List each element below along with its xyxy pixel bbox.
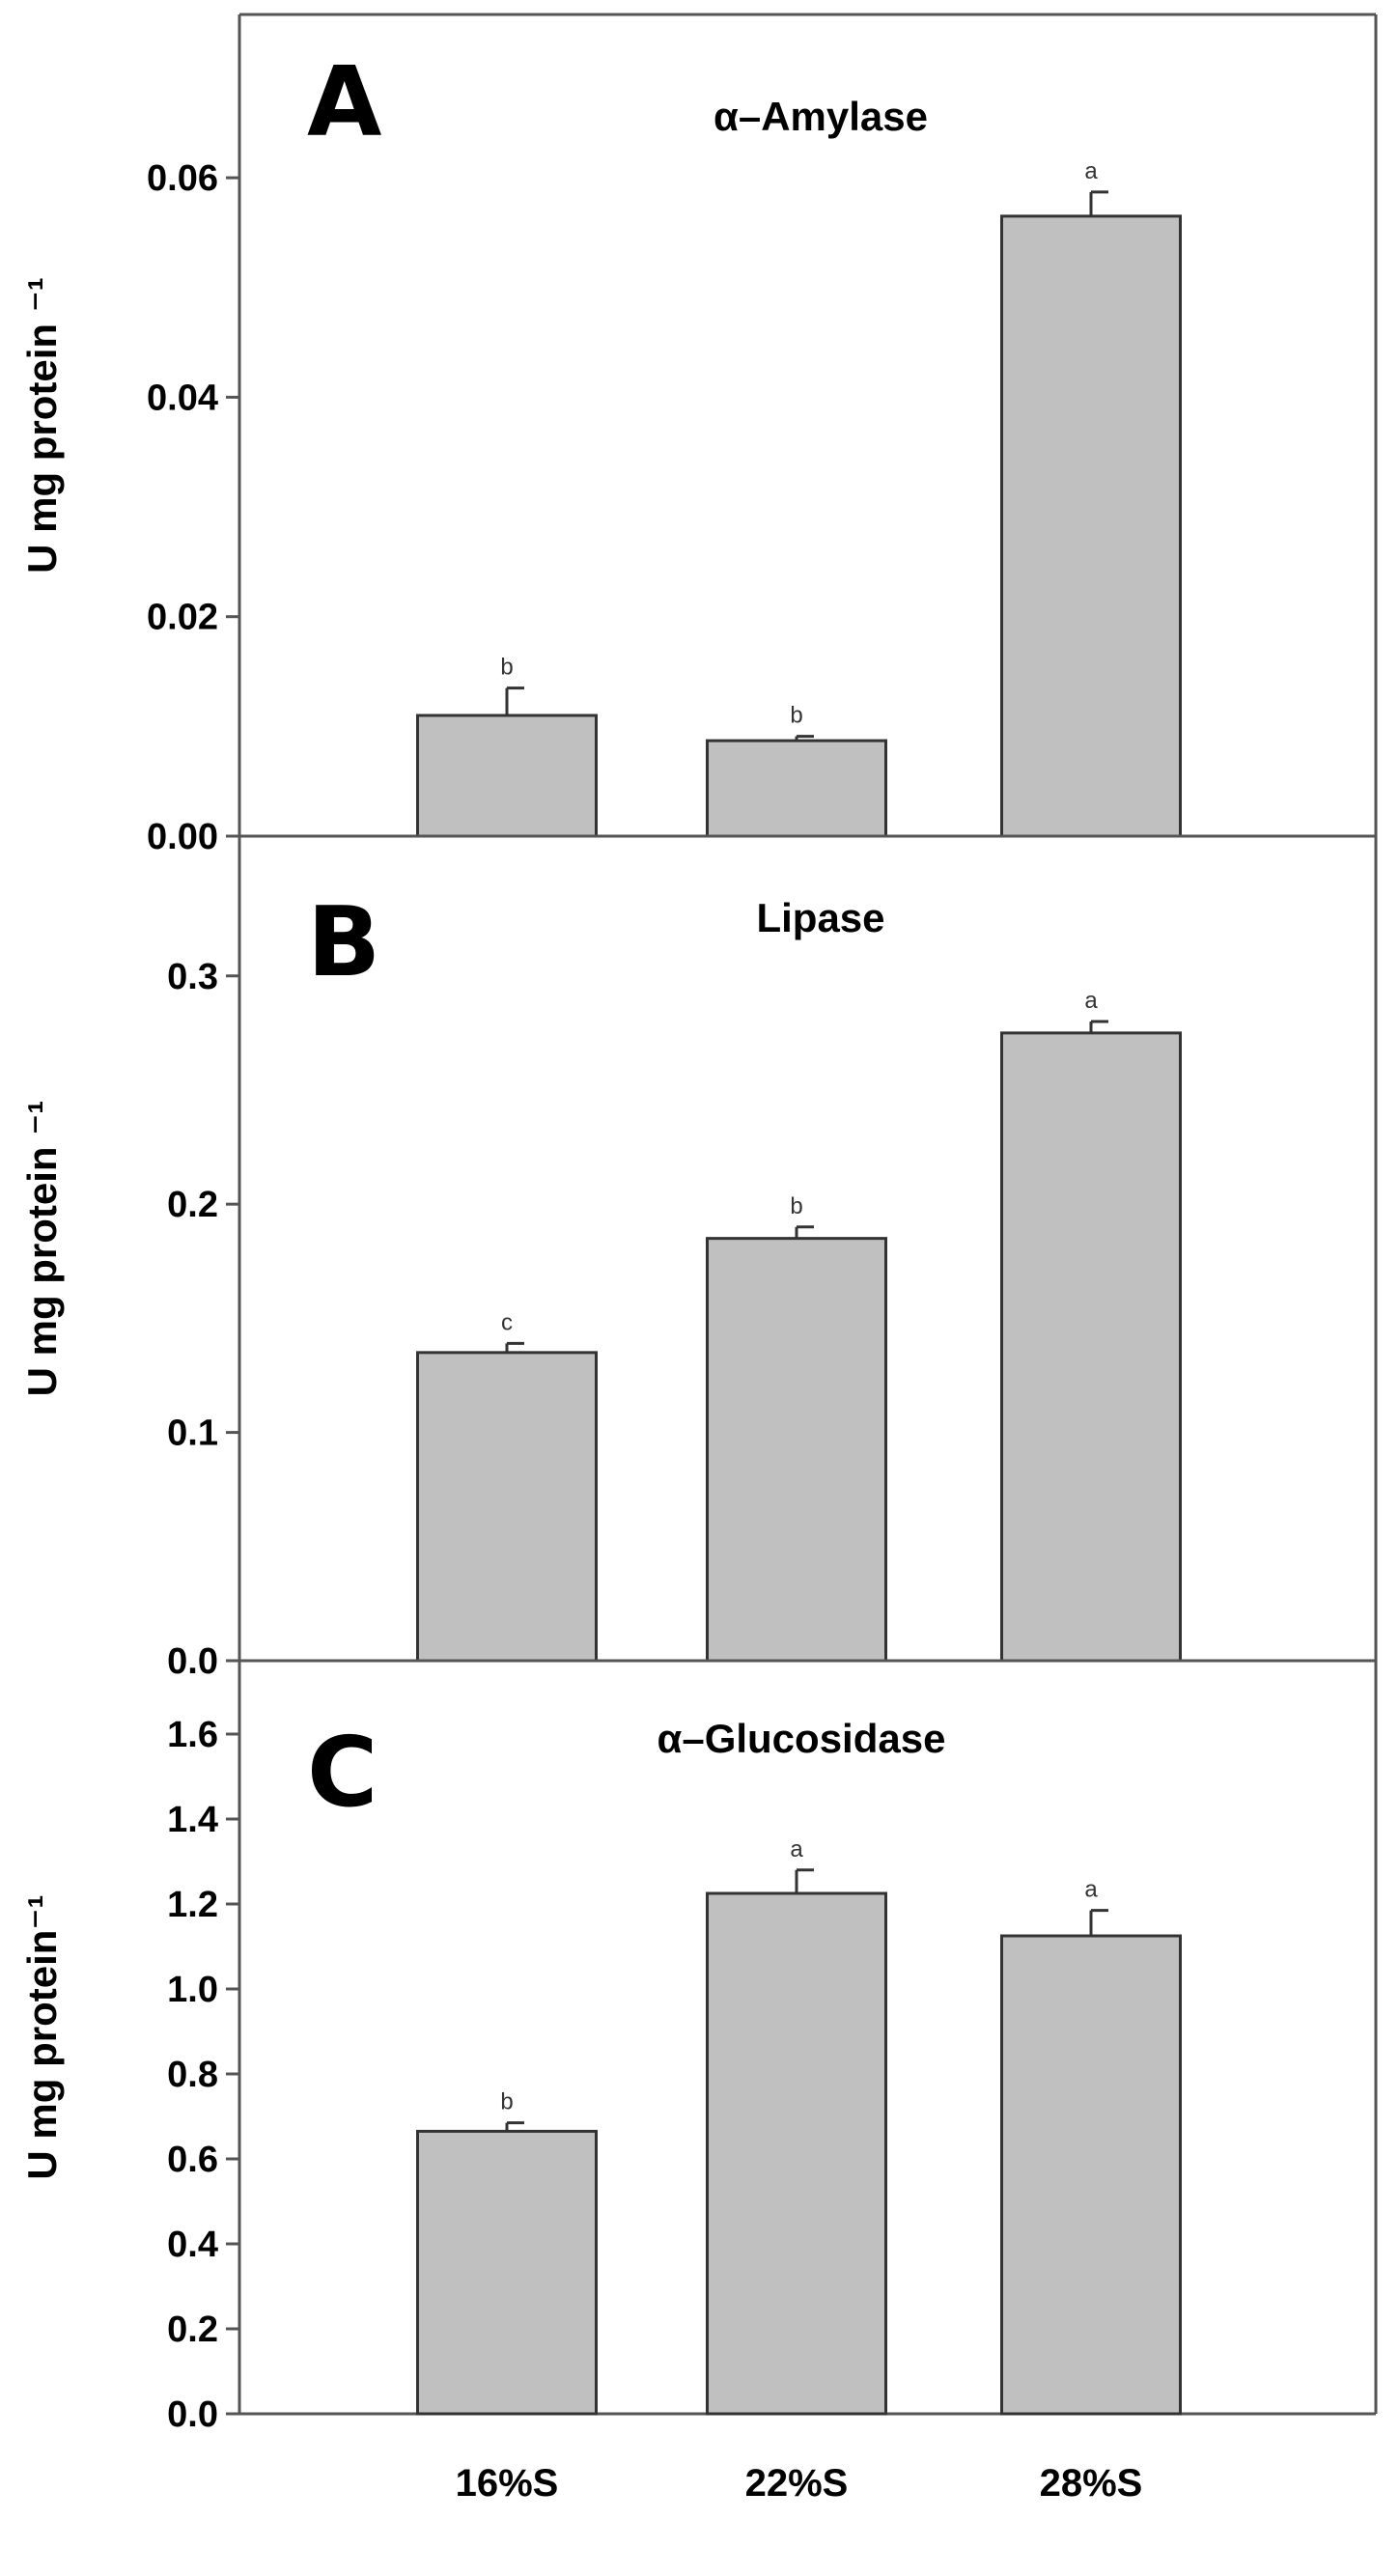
significance-letter: b bbox=[790, 1193, 802, 1219]
significance-letter: b bbox=[500, 655, 513, 681]
panel-title: α–Amylase bbox=[713, 94, 928, 139]
panel-title: α–Glucosidase bbox=[658, 1716, 946, 1761]
panel-letter: B bbox=[307, 885, 380, 998]
y-tick-label: 1.2 bbox=[167, 1885, 218, 1925]
bar bbox=[706, 739, 887, 838]
panel-b: 0.0 0.1 0.2 0.3 U mg protein ⁻¹ B Lipase c b a bbox=[19, 834, 1378, 1682]
significance-letter: c bbox=[501, 1309, 513, 1335]
x-tick-label: 28%S bbox=[1040, 2462, 1143, 2505]
significance-letter: a bbox=[790, 1836, 803, 1862]
significance-letter: a bbox=[1084, 1877, 1098, 1903]
panel-letter: A bbox=[307, 45, 381, 158]
y-tick-label: 0.02 bbox=[147, 598, 218, 638]
x-tick-label: 16%S bbox=[456, 2462, 559, 2505]
y-axis-label: U mg protein⁻¹ bbox=[19, 1894, 65, 2179]
panel-c: 0.0 0.2 0.4 0.6 0.8 1.0 1.2 1.4 1.6 U mg protein⁻… bbox=[19, 1659, 1378, 2435]
y-tick-label: 0.0 bbox=[167, 2394, 218, 2435]
bar bbox=[1000, 1031, 1182, 1663]
bar bbox=[416, 2129, 598, 2416]
bar bbox=[1000, 214, 1182, 838]
panel-title: Lipase bbox=[756, 895, 884, 940]
bar bbox=[416, 1351, 598, 1663]
y-tick-label: 0.00 bbox=[147, 817, 218, 857]
y-tick-label: 1.4 bbox=[167, 1800, 218, 1840]
y-axis-label: U mg protein ⁻¹ bbox=[19, 277, 65, 574]
bar bbox=[706, 1237, 887, 1663]
y-tick-label: 0.2 bbox=[167, 2310, 218, 2350]
y-axis-label: U mg protein ⁻¹ bbox=[19, 1101, 65, 1397]
significance-letter: a bbox=[1084, 988, 1098, 1014]
y-tick-label: 0.3 bbox=[167, 957, 218, 997]
y-tick-label: 0.4 bbox=[167, 2225, 218, 2265]
y-tick-label: 0.2 bbox=[167, 1185, 218, 1225]
panel-a: 0.00 0.02 0.04 0.06 U mg protein ⁻¹ A α–Amylas… bbox=[19, 13, 1378, 857]
y-tick-label: 0.06 bbox=[147, 158, 218, 199]
y-tick-label: 0.04 bbox=[147, 378, 218, 418]
significance-letter: b bbox=[790, 703, 802, 729]
x-tick-label: 22%S bbox=[745, 2462, 849, 2505]
y-tick-label: 1.6 bbox=[167, 1715, 218, 1755]
bar bbox=[706, 1891, 887, 2416]
significance-letter: b bbox=[500, 2089, 513, 2115]
y-tick-label: 0.6 bbox=[167, 2140, 218, 2180]
y-tick-label: 1.0 bbox=[167, 1970, 218, 2010]
significance-letter: a bbox=[1084, 158, 1098, 184]
bar bbox=[416, 714, 598, 838]
panel-letter: C bbox=[307, 1716, 378, 1829]
y-tick-label: 0.0 bbox=[167, 1641, 218, 1682]
y-tick-label: 0.1 bbox=[167, 1414, 218, 1454]
y-tick-label: 0.8 bbox=[167, 2055, 218, 2095]
bar bbox=[1000, 1934, 1182, 2416]
